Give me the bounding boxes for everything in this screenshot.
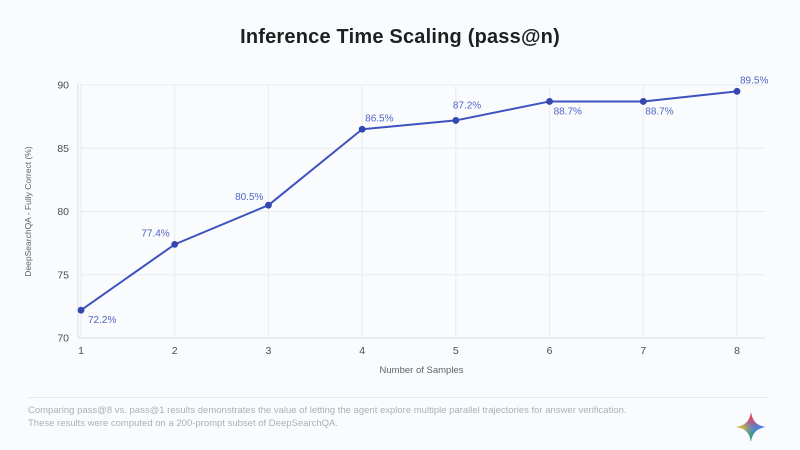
data-point xyxy=(358,125,366,133)
data-point-label: 89.5% xyxy=(740,75,768,86)
data-point-label: 80.5% xyxy=(235,192,263,203)
data-point xyxy=(265,201,272,209)
data-point-label: 87.2% xyxy=(453,100,481,111)
x-tick-label: 6 xyxy=(547,345,553,357)
data-point-label: 88.7% xyxy=(554,106,582,117)
data-line xyxy=(80,90,738,311)
footer-line-1: Comparing pass@8 vs. pass@1 results demo… xyxy=(28,405,627,416)
data-point-label: 72.2% xyxy=(88,315,116,326)
x-tick-label: 5 xyxy=(453,345,459,357)
x-tick-label: 7 xyxy=(640,345,646,357)
x-tick-label: 2 xyxy=(172,345,178,357)
data-point-label: 77.4% xyxy=(141,228,169,239)
y-axis-title: DeepSearchQA - Fully Correct (%) xyxy=(23,146,33,277)
y-tick-label: 90 xyxy=(57,80,69,92)
chart-title: Inference Time Scaling (pass@n) xyxy=(240,26,560,48)
data-point xyxy=(546,98,553,105)
x-tick-label: 3 xyxy=(266,345,272,357)
gemini-sparkle-icon xyxy=(736,410,766,444)
data-point xyxy=(733,87,741,95)
y-tick-label: 75 xyxy=(57,269,69,281)
x-tick-label: 4 xyxy=(359,345,365,357)
data-point-label: 88.7% xyxy=(645,106,673,117)
x-tick-label: 1 xyxy=(78,345,84,357)
data-point xyxy=(639,98,647,105)
y-tick-label: 80 xyxy=(57,206,69,218)
data-point-label: 86.5% xyxy=(365,113,393,124)
y-tick-label: 70 xyxy=(57,333,69,345)
footer-line-2: These results were computed on a 200-pro… xyxy=(28,418,338,429)
x-axis-title: Number of Samples xyxy=(380,365,464,376)
footer-note: Comparing pass@8 vs. pass@1 results demo… xyxy=(28,404,648,430)
data-point xyxy=(171,240,179,248)
x-tick-label: 8 xyxy=(734,345,740,357)
data-point xyxy=(452,117,460,124)
y-tick-label: 85 xyxy=(57,143,69,155)
data-point xyxy=(77,306,85,314)
footer-divider xyxy=(28,397,768,398)
